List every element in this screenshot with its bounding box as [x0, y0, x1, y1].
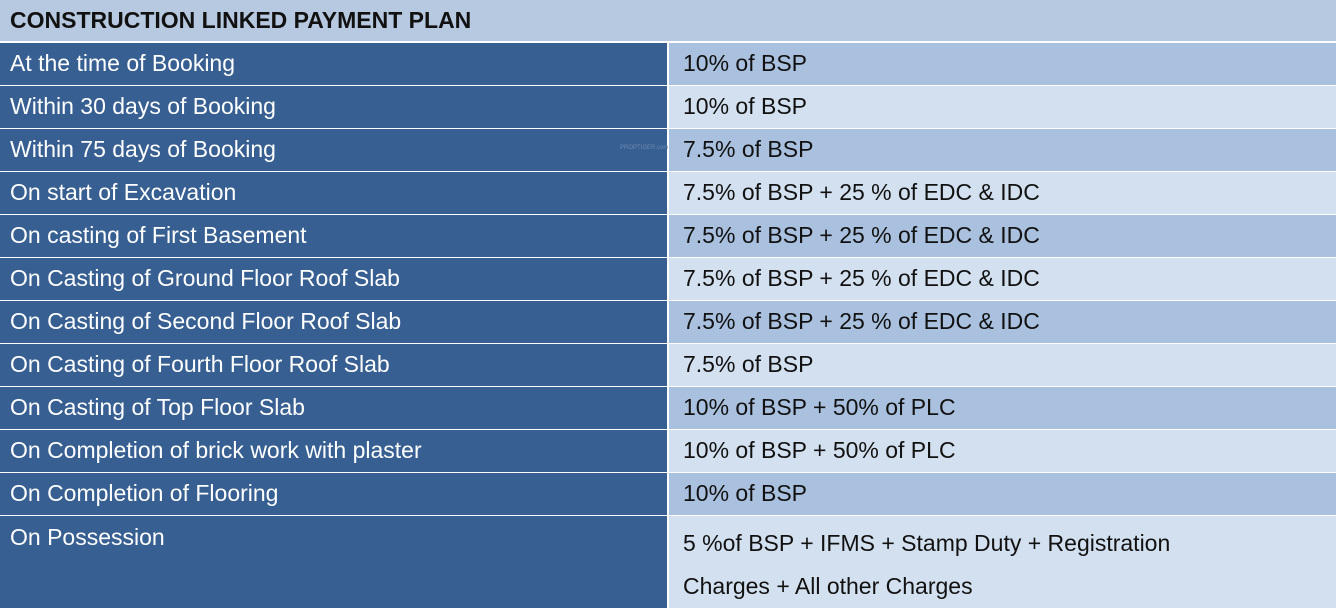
- table-row: On Completion of brick work with plaster…: [0, 429, 1336, 473]
- table-title: CONSTRUCTION LINKED PAYMENT PLAN: [0, 0, 1336, 43]
- stage-cell: On casting of First Basement: [0, 214, 669, 258]
- table-row: On Casting of Top Floor Slab 10% of BSP …: [0, 386, 1336, 430]
- payment-line-2: Charges + All other Charges: [683, 572, 973, 599]
- stage-cell: On Casting of Fourth Floor Roof Slab: [0, 343, 669, 387]
- table-title-row: CONSTRUCTION LINKED PAYMENT PLAN: [0, 0, 1336, 43]
- payment-cell: 7.5% of BSP + 25 % of EDC & IDC: [668, 171, 1336, 215]
- table-row: On casting of First Basement 7.5% of BSP…: [0, 214, 1336, 258]
- stage-cell: Within 30 days of Booking: [0, 85, 669, 129]
- watermark: PROPTIGER.com: [620, 145, 669, 151]
- payment-cell: 5 %of BSP + IFMS + Stamp Duty + Registra…: [668, 515, 1336, 608]
- table-row: On Completion of Flooring 10% of BSP: [0, 472, 1336, 516]
- stage-cell: On Completion of brick work with plaster: [0, 429, 669, 473]
- table-row: Within 30 days of Booking 10% of BSP: [0, 85, 1336, 129]
- payment-cell: 10% of BSP: [668, 42, 1336, 86]
- payment-cell: 10% of BSP: [668, 472, 1336, 516]
- payment-cell: 7.5% of BSP: [668, 343, 1336, 387]
- stage-cell: On Possession: [0, 515, 669, 608]
- stage-cell: On Casting of Ground Floor Roof Slab: [0, 257, 669, 301]
- stage-cell: On Completion of Flooring: [0, 472, 669, 516]
- table-row: On Possession 5 %of BSP + IFMS + Stamp D…: [0, 515, 1336, 608]
- stage-cell: On start of Excavation: [0, 171, 669, 215]
- payment-line-1: 5 %of BSP + IFMS + Stamp Duty + Registra…: [683, 529, 1171, 556]
- payment-cell: 10% of BSP + 50% of PLC: [668, 386, 1336, 430]
- payment-cell: 10% of BSP: [668, 85, 1336, 129]
- table-row: Within 75 days of Booking 7.5% of BSP: [0, 128, 1336, 172]
- table-row: On Casting of Fourth Floor Roof Slab 7.5…: [0, 343, 1336, 387]
- payment-cell: 7.5% of BSP + 25 % of EDC & IDC: [668, 214, 1336, 258]
- stage-cell: At the time of Booking: [0, 42, 669, 86]
- stage-cell: On Casting of Second Floor Roof Slab: [0, 300, 669, 344]
- payment-cell: 10% of BSP + 50% of PLC: [668, 429, 1336, 473]
- stage-cell: On Casting of Top Floor Slab: [0, 386, 669, 430]
- payment-cell: 7.5% of BSP: [668, 128, 1336, 172]
- table-row: On Casting of Ground Floor Roof Slab 7.5…: [0, 257, 1336, 301]
- table-row: At the time of Booking 10% of BSP: [0, 42, 1336, 86]
- stage-cell: Within 75 days of Booking: [0, 128, 669, 172]
- payment-cell: 7.5% of BSP + 25 % of EDC & IDC: [668, 300, 1336, 344]
- table-row: On Casting of Second Floor Roof Slab 7.5…: [0, 300, 1336, 344]
- table-row: On start of Excavation 7.5% of BSP + 25 …: [0, 171, 1336, 215]
- payment-cell: 7.5% of BSP + 25 % of EDC & IDC: [668, 257, 1336, 301]
